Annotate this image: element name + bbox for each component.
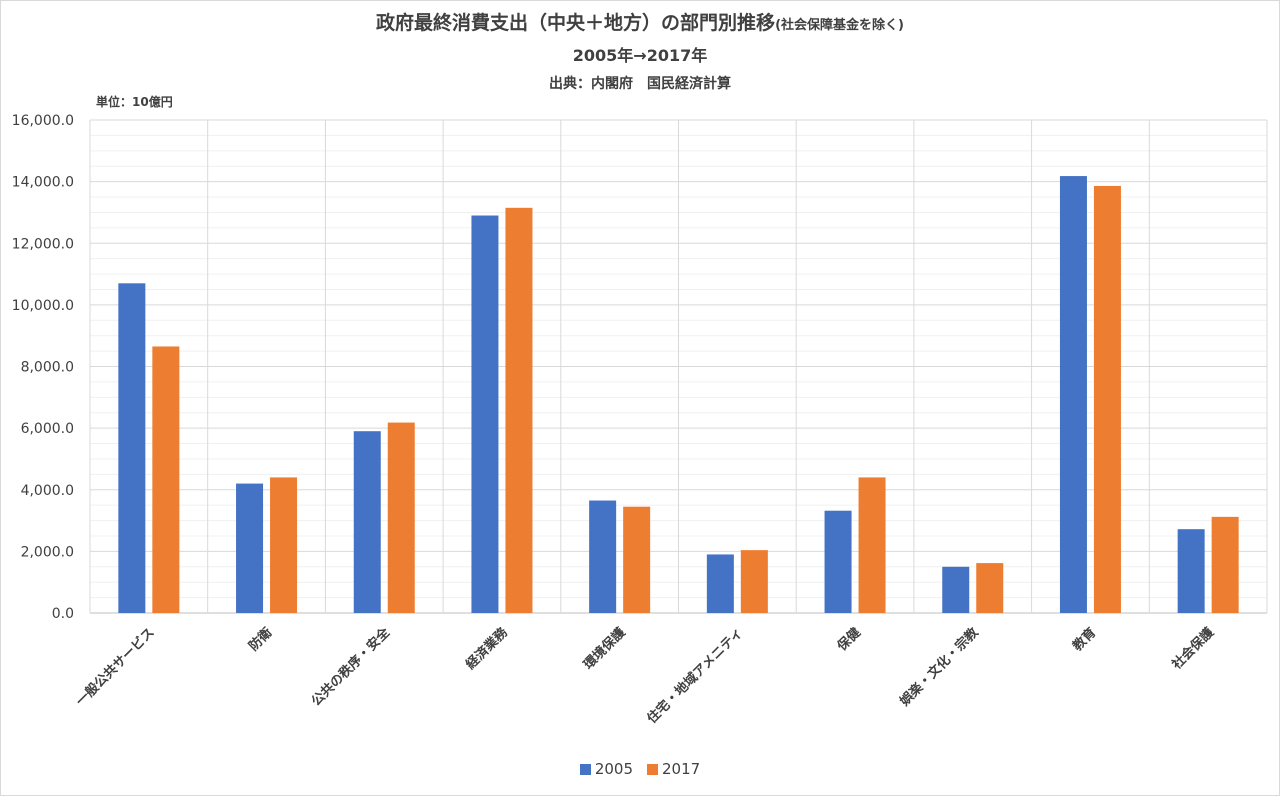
y-tick-label: 2,000.0 [21,544,74,560]
bar-2005-0 [118,283,146,613]
x-category-label: 教育 [1069,625,1099,655]
x-category-label: 公共の秩序・安全 [308,624,394,710]
legend-item-2005: 2005 [579,760,633,778]
legend-swatch-2005 [579,763,591,775]
y-tick-label: 8,000.0 [21,360,74,376]
bar-2017-1 [270,477,298,613]
bar-2005-7 [942,566,970,613]
bar-2017-3 [505,207,533,614]
bar-2017-5 [740,550,768,613]
chart-title-text: 政府最終消費支出（中央＋地方）の部門別推移 [376,12,776,34]
x-category-label: 保健 [833,625,863,655]
bar-2017-8 [1093,185,1121,613]
chart-unit-label: 単位：10億円 [96,95,173,109]
y-tick-label: 12,000.0 [12,236,74,252]
bar-2017-2 [387,422,415,613]
x-category-label: 一般公共サービス [73,625,158,710]
x-category-label: 住宅・地域アメニティ [644,625,746,727]
bar-2017-0 [152,346,180,613]
y-tick-label: 0.0 [52,606,74,622]
bar-2017-7 [976,563,1004,613]
bar-2005-9 [1177,529,1205,613]
chart-legend: 2005 2017 [0,760,1280,778]
x-category-label: 環境保護 [580,624,629,673]
x-category-label: 経済業務 [463,624,512,673]
bar-2017-6 [858,477,886,613]
bar-2005-2 [353,431,381,613]
y-tick-label: 6,000.0 [21,421,74,437]
bar-2005-1 [236,483,264,613]
chart-subtitle: 2005年→2017年 [572,46,708,65]
x-category-label: 防衛 [246,625,276,655]
chart-title: 政府最終消費支出（中央＋地方）の部門別推移(社会保障基金を除く) [0,8,1280,35]
y-tick-label: 4,000.0 [21,483,74,499]
bar-2017-9 [1211,516,1239,613]
y-tick-label: 14,000.0 [12,175,74,191]
legend-label-2005: 2005 [594,760,633,778]
y-tick-label: 10,000.0 [12,298,74,314]
bar-2005-3 [471,215,499,614]
x-category-label: 娯楽・文化・宗教 [897,624,983,710]
y-tick-label: 16,000.0 [12,113,74,129]
legend-item-2017: 2017 [647,760,700,778]
bar-2005-8 [1059,176,1087,614]
legend-swatch-2017 [647,763,658,775]
bar-2005-6 [824,510,852,613]
bar-2017-4 [623,506,651,613]
bar-2005-4 [589,500,617,613]
chart-title-note: (社会保障基金を除く) [775,18,904,33]
chart-source: 出典：内閣府 国民経済計算 [549,76,731,92]
x-category-label: 社会保護 [1168,624,1217,673]
legend-label-2017: 2017 [662,760,701,778]
bar-2005-5 [706,554,734,613]
